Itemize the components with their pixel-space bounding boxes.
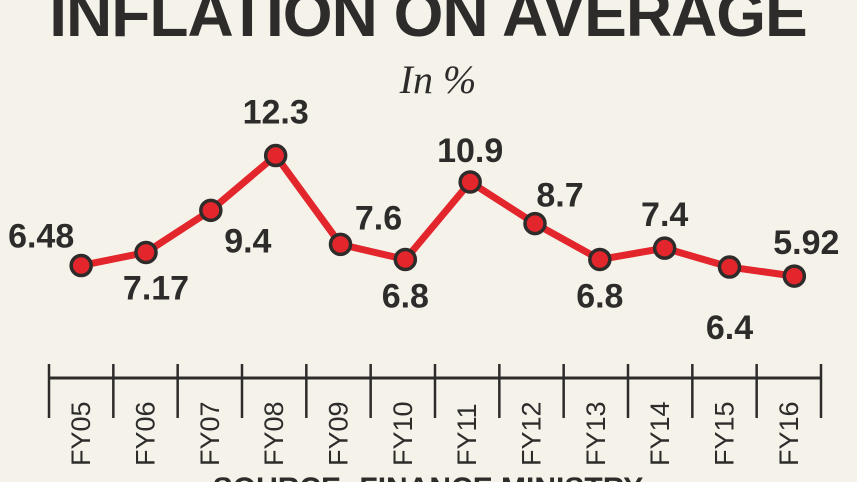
data-label: 9.4 [224,222,271,260]
x-tick-label: FY06 [131,401,161,466]
data-point [652,236,677,260]
data-label: 6.8 [576,277,623,315]
data-label: 7.6 [355,199,402,237]
data-point [523,211,547,236]
x-axis: FY05 FY06 FY07 FY08 FY09 FY10 FY11 FY12 FY13 FY14… [47,364,823,466]
x-tick-label: FY09 [324,401,354,466]
x-tick-label: FY07 [195,401,225,466]
data-label: 7.17 [123,269,189,307]
data-point [717,255,742,279]
data-label: 8.7 [536,177,583,215]
data-point [458,170,482,194]
data-label: 6.4 [706,309,753,347]
data-point [199,198,223,223]
x-tick-label: FY10 [388,401,418,466]
data-point [588,247,612,272]
data-label: 6.48 [8,218,74,256]
chart-subtitle: In % [399,57,477,102]
data-point [782,264,807,288]
x-tick-label: FY05 [66,401,96,466]
x-tick-label: FY13 [581,401,611,466]
source-note: SOURCE: FINANCE MINISTRY [213,472,644,482]
data-label: 5.92 [773,224,839,262]
data-label: 6.8 [382,277,429,315]
x-tick-label: FY16 [774,401,804,466]
data-point [263,143,288,168]
data-label: 10.9 [437,132,503,170]
x-tick-label: FY15 [710,401,740,466]
x-tick-label: FY14 [645,401,675,466]
data-label: 12.3 [243,94,309,132]
x-tick-label: FY08 [259,401,289,466]
data-point [69,253,93,278]
data-point [328,232,353,257]
chart-title: INFLATION ON AVERAGE [49,0,806,50]
data-point [134,240,158,265]
x-tick-label: FY12 [517,401,547,466]
data-label: 7.4 [641,196,688,234]
x-tick-label: FY11 [452,403,482,466]
data-point [393,247,418,272]
